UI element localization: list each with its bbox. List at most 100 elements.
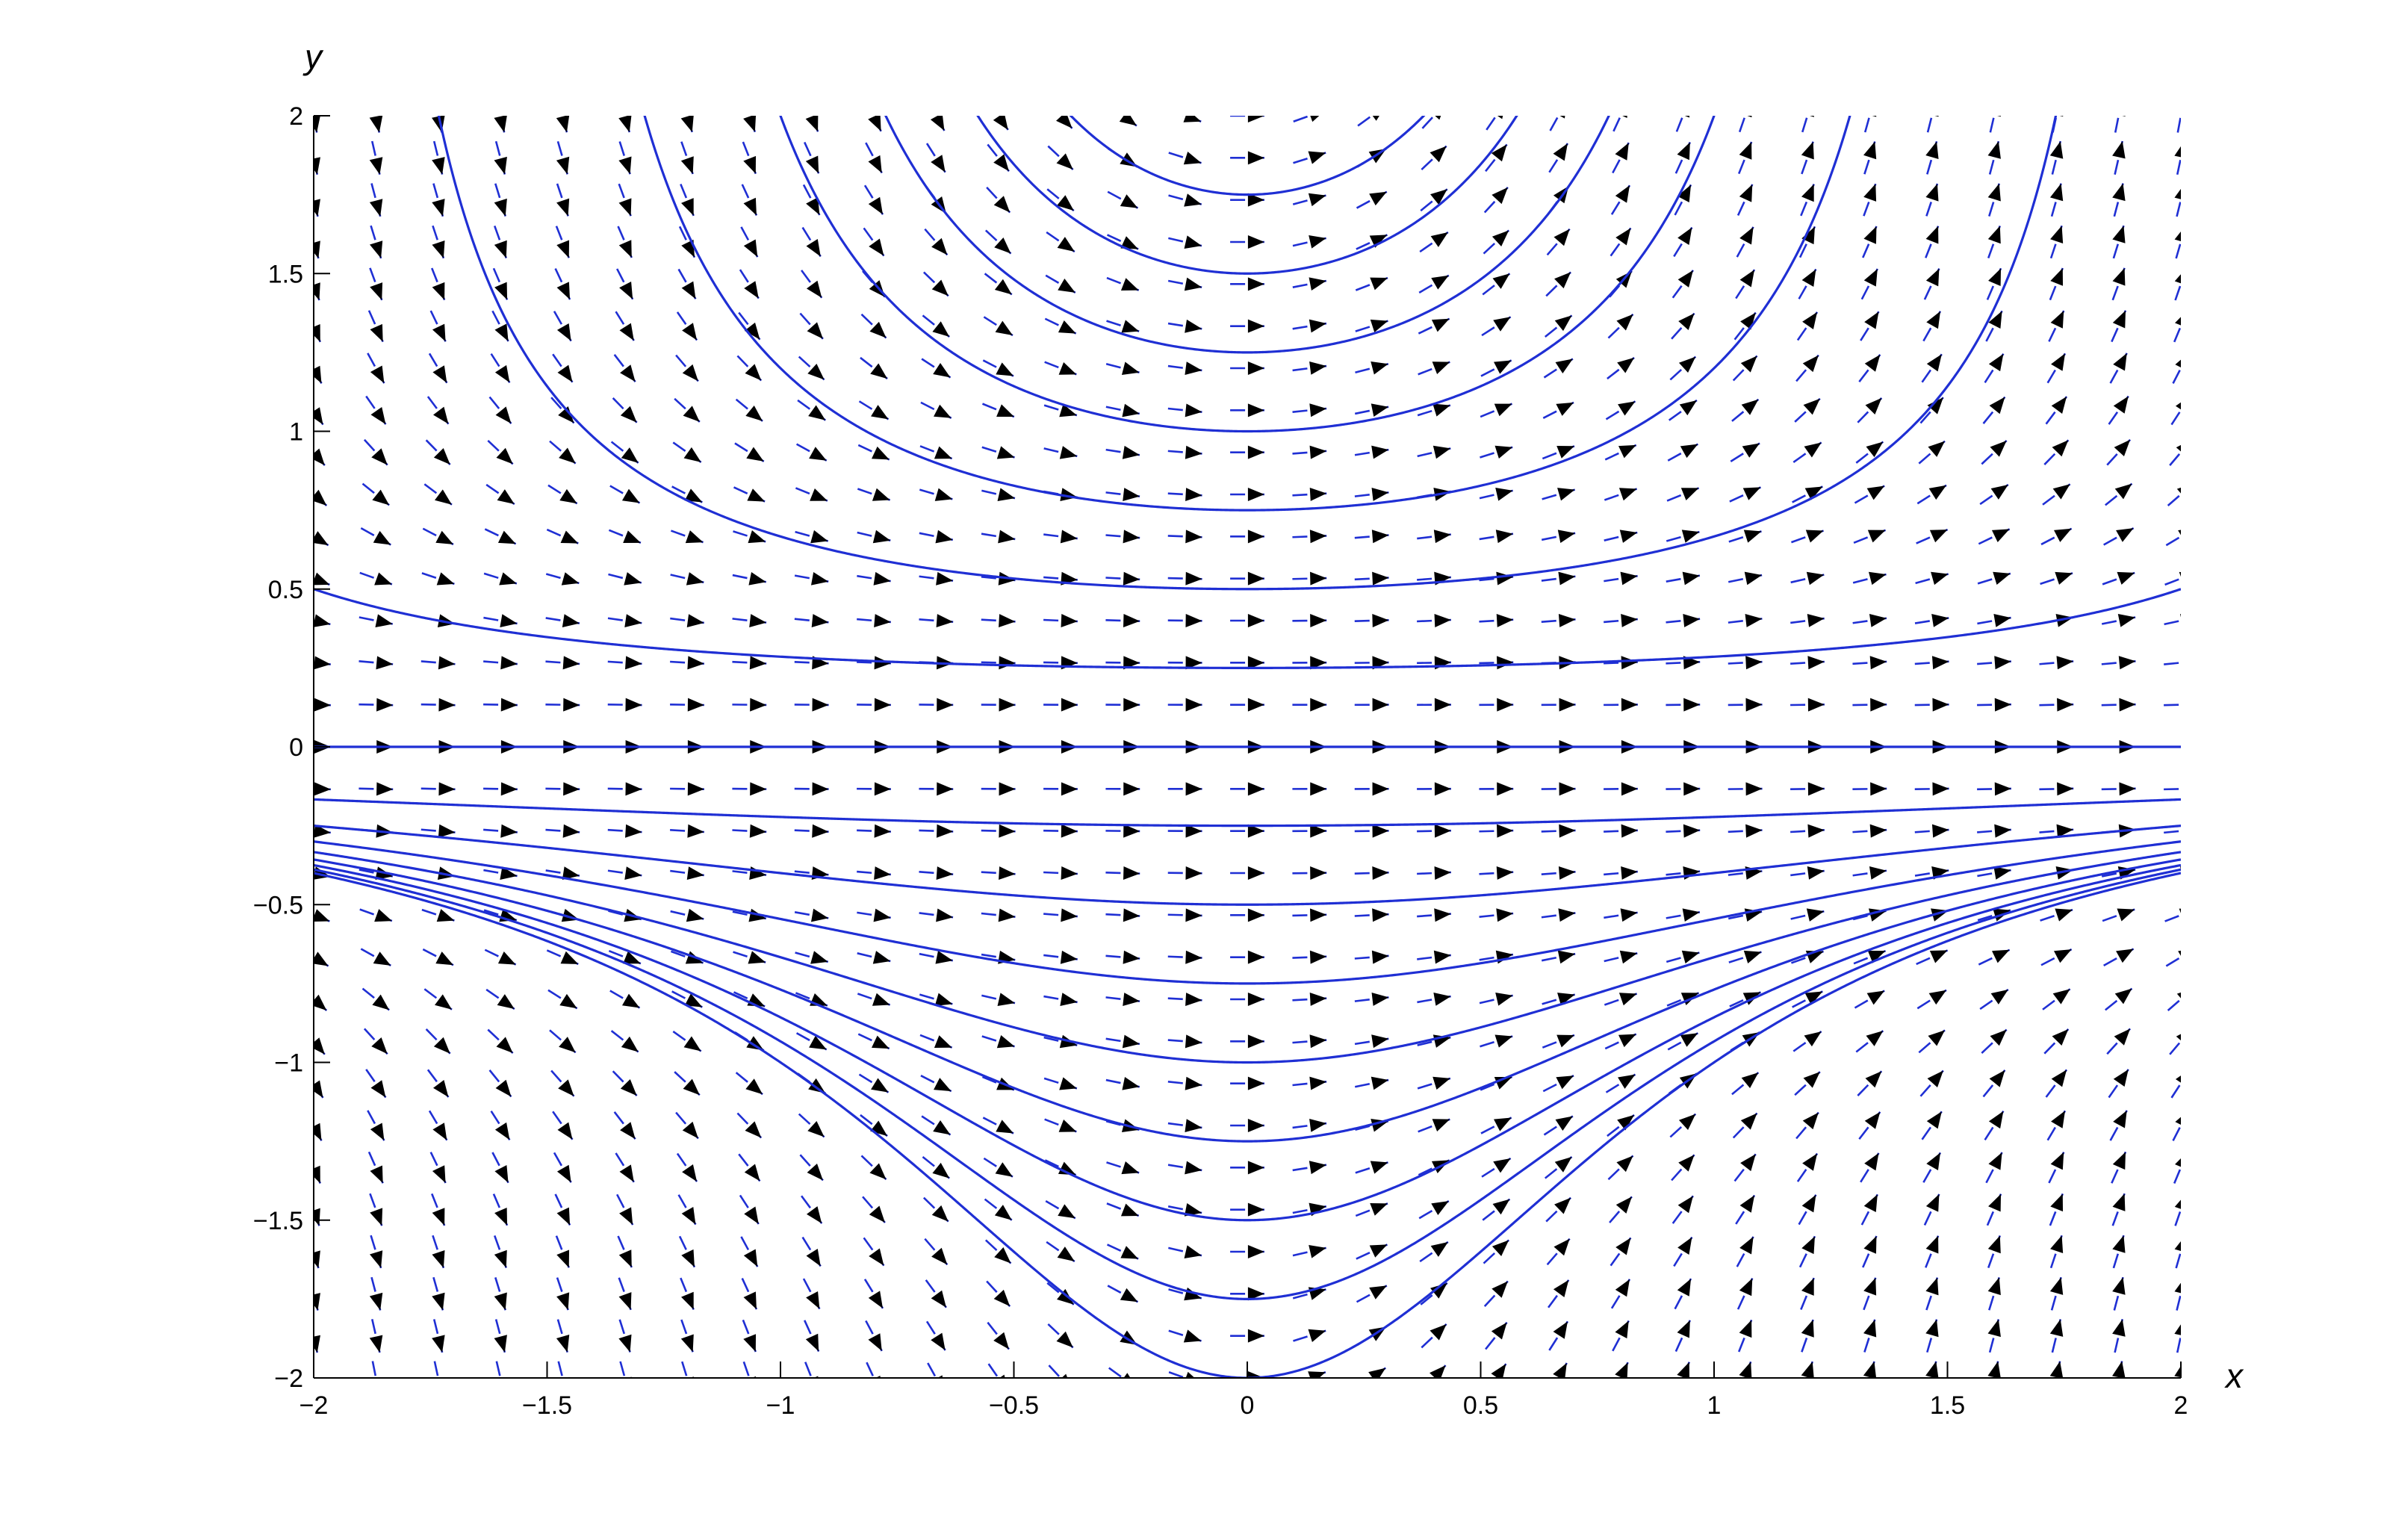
field-vector — [981, 824, 1016, 838]
field-vector — [1045, 1200, 1076, 1220]
field-vector — [1541, 824, 1576, 838]
field-vector — [922, 1196, 949, 1223]
field-vector — [733, 530, 766, 544]
field-vector — [2165, 950, 2181, 967]
field-vector — [680, 1319, 694, 1353]
field-vector — [1732, 1112, 1758, 1139]
field-vector — [1479, 571, 1514, 586]
field-vector — [1417, 445, 1451, 459]
field-vector — [431, 267, 446, 301]
field-vector — [554, 268, 571, 300]
field-vector — [1105, 993, 1140, 1007]
field-vector — [1479, 782, 1514, 796]
field-vector — [1230, 1245, 1264, 1258]
field-vector — [1417, 950, 1451, 964]
field-vector — [491, 310, 509, 342]
field-vector — [483, 614, 518, 628]
field-vector — [545, 698, 580, 712]
field-vector — [1862, 1235, 1878, 1268]
field-vector — [1292, 1161, 1327, 1175]
field-vector — [1230, 614, 1264, 627]
field-vector — [1354, 950, 1389, 964]
field-vector — [1230, 361, 1264, 375]
field-vector — [1105, 698, 1140, 712]
field-vector — [1417, 1076, 1451, 1090]
field-vector — [743, 116, 757, 133]
field-vector — [2049, 183, 2064, 217]
field-vector — [314, 1164, 322, 1184]
field-vector — [1979, 483, 2009, 506]
field-vector — [1417, 698, 1451, 712]
field-vector — [1977, 613, 2011, 627]
field-vector — [1736, 1236, 1754, 1267]
field-vector — [857, 866, 891, 881]
field-vector — [1047, 1323, 1074, 1349]
field-vector — [1790, 824, 1825, 838]
field-vector — [314, 116, 320, 133]
field-vector — [1355, 1202, 1388, 1217]
field-vector — [1919, 397, 1944, 424]
field-vector — [1671, 270, 1694, 299]
field-vector — [545, 824, 580, 838]
field-vector — [857, 530, 891, 544]
field-vector — [1417, 866, 1451, 880]
field-vector — [1604, 1033, 1637, 1050]
field-vector — [314, 1331, 320, 1353]
field-vector — [1230, 1076, 1264, 1090]
field-vector — [1732, 355, 1758, 382]
field-vector — [1541, 698, 1576, 712]
vector-field — [314, 116, 2181, 1378]
field-vector — [671, 990, 703, 1008]
field-vector — [369, 140, 383, 175]
field-vector — [2049, 1235, 2064, 1269]
field-vector — [553, 1152, 572, 1183]
field-vector — [1167, 614, 1202, 628]
field-vector — [1987, 1277, 2001, 1311]
field-vector — [1926, 116, 1939, 133]
solution-curve — [314, 588, 2181, 669]
field-vector — [1852, 824, 1887, 838]
field-vector — [981, 698, 1016, 712]
field-vector — [1168, 1371, 1195, 1378]
field-vector — [1914, 656, 1949, 670]
field-vector — [1677, 1362, 1690, 1378]
field-vector — [1922, 311, 1942, 342]
field-vector — [314, 1123, 323, 1141]
field-vector — [607, 866, 642, 881]
field-vector — [1669, 355, 1697, 381]
field-vector — [1230, 530, 1264, 544]
field-vector — [798, 355, 825, 381]
field-vector — [1984, 1111, 2005, 1140]
field-vector — [1853, 529, 1887, 544]
field-vector — [981, 866, 1016, 881]
field-vector — [982, 359, 1014, 377]
field-vector — [1167, 361, 1202, 376]
field-vector — [1417, 613, 1451, 627]
field-vector — [314, 1289, 320, 1311]
field-vector — [1981, 440, 2008, 465]
field-vector — [1230, 1202, 1264, 1217]
field-vector — [1043, 950, 1078, 964]
field-vector — [1167, 1203, 1202, 1217]
field-vector — [1541, 530, 1576, 543]
field-vector — [1546, 1238, 1571, 1266]
field-vector — [1604, 866, 1638, 880]
field-vector — [794, 698, 829, 712]
field-vector — [429, 1152, 447, 1184]
field-vector — [1417, 403, 1451, 417]
field-vector — [921, 1115, 952, 1136]
field-vector — [2040, 571, 2073, 586]
field-vector — [1306, 1371, 1326, 1378]
field-vector — [981, 614, 1016, 628]
field-vector — [1105, 782, 1140, 796]
field-vector — [987, 143, 1010, 173]
field-vector — [494, 1277, 507, 1311]
field-vector — [738, 1153, 761, 1182]
field-vector — [1978, 528, 2011, 545]
field-vector — [420, 782, 456, 796]
field-vector — [2167, 992, 2181, 1011]
field-vector — [732, 782, 767, 796]
field-vector — [1167, 403, 1202, 417]
field-vector — [736, 1112, 763, 1139]
field-vector — [2102, 571, 2135, 586]
